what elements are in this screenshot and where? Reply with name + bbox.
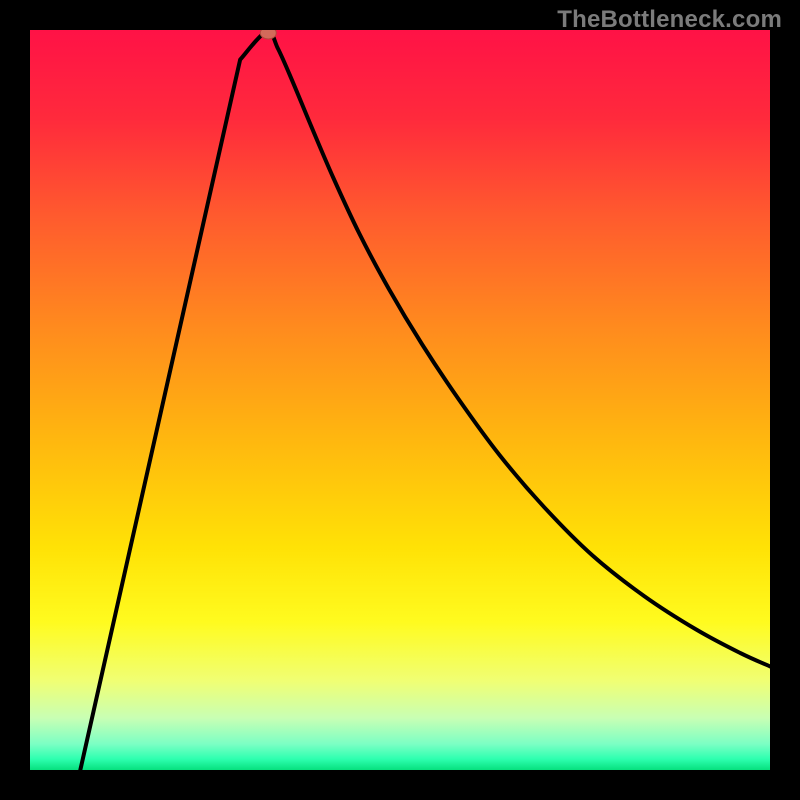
chart-frame: TheBottleneck.com — [0, 0, 800, 800]
plot-svg — [30, 30, 770, 770]
minimum-marker — [260, 30, 276, 39]
plot-area — [30, 30, 770, 770]
gradient-background — [30, 30, 770, 770]
